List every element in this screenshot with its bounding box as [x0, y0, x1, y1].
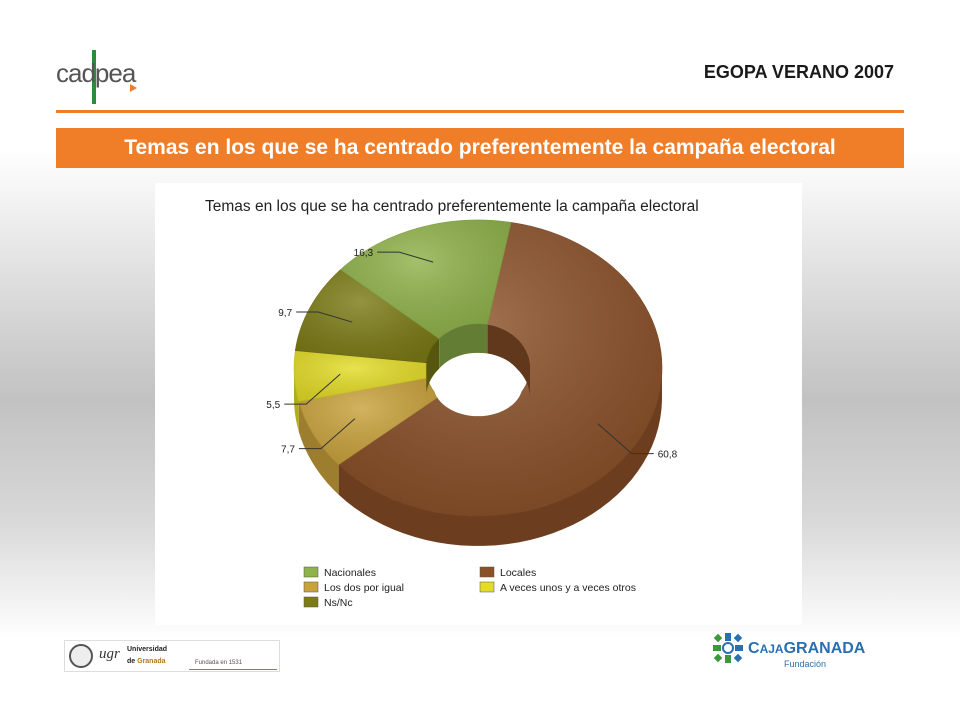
slide-title-banner: Temas en los que se ha centrado preferen… — [56, 128, 904, 168]
chart-panel: Temas en los que se ha centrado preferen… — [155, 183, 802, 625]
university-name-city: Granada — [137, 658, 166, 665]
caja-granada-flower-icon — [713, 633, 743, 663]
caja-granada-logo: CAJAGRANADA Fundación — [712, 632, 865, 672]
university-underline — [189, 669, 277, 670]
cadpea-logo-bar — [92, 50, 96, 104]
donut-slice-shade-3 — [295, 269, 440, 363]
leader-line-2 — [284, 373, 341, 405]
leader-line-0 — [597, 423, 654, 455]
university-name-prefix: de — [127, 658, 136, 665]
data-label-4: 16,3 — [354, 248, 374, 259]
ugr-mark: ugr — [99, 646, 120, 662]
university-founded: Fundada en 1531 — [195, 660, 243, 666]
donut-slice-shade-0 — [338, 222, 662, 516]
survey-title: EGOPA VERANO 2007 — [703, 62, 894, 82]
university-seal-icon — [69, 644, 93, 668]
legend-swatch-2 — [303, 581, 319, 593]
caja-brand-main: GRANADA — [783, 640, 866, 657]
data-labels: 60,8 7,7 5,5 9,7 16,3 — [266, 248, 677, 461]
cadpea-logo-text: cadpea — [56, 58, 136, 88]
donut-hole-center — [433, 352, 523, 417]
legend-swatch-1 — [479, 566, 495, 578]
caja-granada-brand: CAJAGRANADA — [748, 640, 865, 658]
caja-brand-small: AJA — [759, 642, 784, 656]
legend-label-2: Los dos por igual — [324, 582, 404, 594]
legend-label-1: Locales — [500, 567, 536, 579]
university-name-line2: de Granada — [127, 658, 166, 665]
university-name-line1: Universidad — [127, 646, 168, 653]
chart-title: Temas en los que se ha centrado preferen… — [205, 198, 699, 215]
donut-slice-shade-2 — [294, 350, 428, 402]
data-label-3: 9,7 — [278, 308, 292, 319]
legend-label-0: Nacionales — [324, 567, 376, 579]
donut-side-1 — [298, 401, 339, 495]
data-label-1: 7,7 — [281, 445, 295, 456]
donut-chart: Temas en los que se ha centrado preferen… — [205, 198, 699, 609]
cadpea-logo-arrow-icon — [130, 84, 137, 92]
header-divider — [56, 110, 904, 113]
donut-inner-wall-4 — [439, 324, 488, 369]
universidad-granada-logo: ugr Universidad de Granada Fundada en 15… — [64, 640, 280, 672]
donut-inner-wall-3 — [426, 338, 440, 393]
donut-slice-shade-4 — [340, 220, 512, 339]
leader-line-3 — [296, 311, 353, 323]
donut-slice-shade-1 — [298, 377, 439, 465]
legend-swatch-0 — [303, 566, 319, 578]
leader-line-1 — [298, 418, 356, 450]
legend-label-3: A veces unos y a veces otros — [500, 582, 636, 594]
legend-label-4: Ns/Nc — [324, 597, 353, 609]
donut-slices — [293, 219, 663, 517]
legend-swatch-4 — [303, 596, 319, 608]
caja-brand-prefix: C — [748, 640, 760, 657]
legend-swatch-3 — [479, 581, 495, 593]
donut-hole — [426, 324, 530, 417]
donut-side-0 — [338, 369, 662, 546]
donut-inner-wall-0 — [487, 324, 530, 398]
caja-granada-sub: Fundación — [784, 659, 827, 669]
chart-legend: Nacionales Locales Los dos por igual A vece… — [303, 566, 636, 609]
cadpea-logo: cadpea — [48, 48, 144, 108]
data-label-2: 5,5 — [266, 400, 280, 411]
donut-sides — [294, 368, 662, 546]
leader-line-4 — [377, 251, 434, 263]
data-label-0: 60,8 — [658, 450, 678, 461]
donut-side-2 — [294, 368, 299, 432]
